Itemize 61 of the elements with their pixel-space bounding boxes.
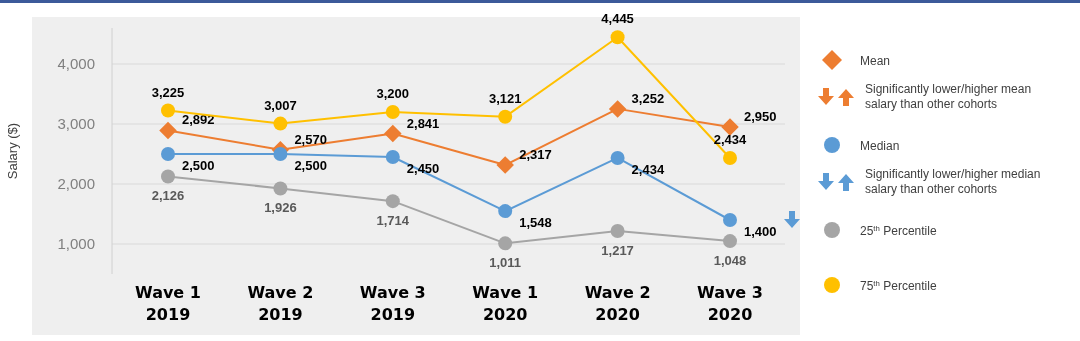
data-label: 2,434 (713, 131, 748, 147)
data-label: 2,892 (182, 112, 215, 128)
y-axis-title: Salary ($) (5, 122, 20, 180)
legend-label: 75$^{th}$ Percentile (860, 278, 937, 293)
data-label: 3,225 (151, 84, 185, 100)
data-label: 3,121 (488, 90, 522, 106)
data-label: 1,714 (376, 213, 410, 229)
point (496, 156, 514, 174)
data-label: 1,048 (713, 253, 747, 269)
point (384, 124, 402, 143)
data-label: 2,570 (294, 131, 327, 147)
x-tick-label: Wave 3 2019 (359, 283, 426, 324)
point (498, 204, 513, 219)
point (273, 116, 288, 131)
point (723, 234, 737, 249)
point (608, 100, 627, 118)
point (385, 105, 400, 119)
data-label: 1,548 (519, 215, 552, 231)
x-tick-label: Wave 2 2020 (584, 283, 651, 324)
point (161, 147, 175, 161)
point (723, 213, 737, 227)
point (498, 236, 513, 251)
point (610, 30, 625, 45)
point (610, 223, 625, 238)
y-tick-label: 1,000 (57, 235, 95, 253)
y-tick-label: 4,000 (57, 55, 95, 73)
point (721, 118, 739, 136)
x-tick-label: Wave 3 2020 (697, 283, 763, 324)
point (723, 150, 737, 165)
point (161, 169, 175, 184)
point (610, 150, 625, 165)
x-tick-label: Wave 2 2019 (247, 283, 314, 324)
data-label: 1,400 (744, 224, 777, 239)
legend-label: Median (860, 139, 900, 153)
data-label: 3,200 (376, 86, 410, 101)
data-label: 2,950 (744, 109, 777, 124)
data-label: 4,445 (601, 11, 634, 27)
point (159, 121, 177, 140)
legend-label: 25$^{th}$ Percentile (860, 223, 937, 238)
point (161, 103, 175, 118)
point (385, 194, 400, 209)
point (273, 147, 288, 161)
point (385, 150, 400, 164)
point (498, 109, 513, 124)
legend-label: Mean (860, 54, 891, 68)
point (273, 181, 288, 196)
data-label: 2,500 (294, 158, 327, 173)
y-tick-label: 3,000 (57, 115, 95, 133)
data-label: 3,007 (264, 97, 297, 113)
data-label: 3,252 (631, 90, 665, 106)
data-label: 2,126 (151, 188, 185, 204)
x-tick-label: Wave 1 2019 (135, 283, 201, 324)
data-label: 2,841 (406, 115, 440, 131)
text: Significantly lower/higher mean salary than other cohorts (865, 82, 1032, 111)
text: Significantly lower/higher median salary than other cohorts (865, 167, 1041, 196)
data-label: 1,926 (264, 200, 297, 216)
data-label: 2,500 (182, 158, 215, 173)
data-label: 1,217 (601, 242, 634, 258)
y-tick-label: 2,000 (57, 175, 95, 193)
data-label: 1,011 (489, 255, 522, 271)
x-tick-label: Wave 1 2020 (472, 283, 539, 324)
